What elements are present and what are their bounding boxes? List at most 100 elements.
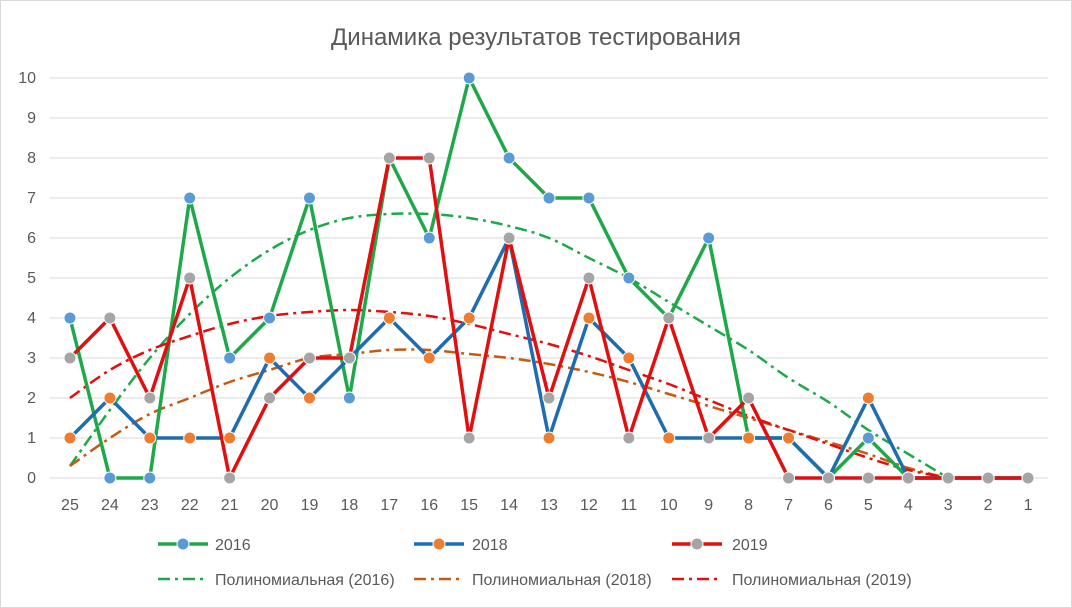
trendline-0 <box>68 212 949 480</box>
data-point <box>662 311 676 325</box>
x-tick-label: 3 <box>944 497 953 514</box>
x-tick-label: 1 <box>1024 497 1033 514</box>
y-tick-label: 7 <box>27 190 36 207</box>
x-tick-label: 17 <box>380 497 398 514</box>
x-tick-label: 24 <box>101 497 119 514</box>
y-tick-label: 1 <box>27 430 36 447</box>
data-point <box>742 431 756 445</box>
data-point <box>462 431 476 445</box>
x-axis-ticks: 25 24 23 22 21 20 19 18 17 16 15 14 13 12 11 10 9 8 7 6 5 4 3 2… <box>61 497 1033 514</box>
data-point <box>302 391 316 405</box>
data-point <box>63 311 77 325</box>
data-point <box>782 431 796 445</box>
data-point <box>622 271 636 285</box>
data-point <box>103 311 117 325</box>
data-point <box>861 431 875 445</box>
data-point <box>1021 471 1035 485</box>
data-point <box>462 311 476 325</box>
data-point <box>782 471 796 485</box>
data-point <box>223 431 237 445</box>
y-tick-label: 4 <box>27 310 36 327</box>
x-tick-label: 12 <box>580 497 598 514</box>
x-tick-label: 25 <box>61 497 79 514</box>
legend-label: 2018 <box>472 537 508 554</box>
trendlines <box>68 212 949 480</box>
data-point <box>143 431 157 445</box>
x-tick-label: 4 <box>904 497 913 514</box>
x-tick-label: 22 <box>181 497 199 514</box>
legend-marker-2018 <box>432 537 446 551</box>
data-point <box>302 191 316 205</box>
data-point <box>582 311 596 325</box>
data-point <box>302 351 316 365</box>
data-point <box>103 471 117 485</box>
x-tick-label: 20 <box>261 497 279 514</box>
data-point <box>901 471 915 485</box>
legend-label: 2016 <box>215 537 251 554</box>
data-point <box>263 311 277 325</box>
data-point <box>183 431 197 445</box>
trendline-2 <box>69 308 949 480</box>
legend-label: Полиномиальная (2018) <box>472 572 652 589</box>
x-tick-label: 16 <box>420 497 438 514</box>
data-point <box>342 351 356 365</box>
data-point <box>662 431 676 445</box>
data-point <box>582 271 596 285</box>
data-point <box>342 391 356 405</box>
data-point <box>143 471 157 485</box>
x-tick-label: 19 <box>301 497 319 514</box>
data-point <box>183 271 197 285</box>
data-point <box>582 191 596 205</box>
data-point <box>422 151 436 165</box>
trendline-1 <box>69 348 949 480</box>
x-tick-label: 11 <box>621 497 638 514</box>
data-point <box>502 151 516 165</box>
data-point <box>542 391 556 405</box>
data-point <box>223 351 237 365</box>
legend-marker-2016 <box>176 537 190 551</box>
y-tick-label: 9 <box>27 110 36 127</box>
data-point <box>223 471 237 485</box>
data-point <box>861 471 875 485</box>
x-tick-label: 9 <box>704 497 713 514</box>
data-point <box>622 351 636 365</box>
data-point <box>861 391 875 405</box>
data-point <box>422 231 436 245</box>
legend-label: Полиномиальная (2016) <box>215 572 395 589</box>
data-point <box>462 71 476 85</box>
data-point <box>263 351 277 365</box>
x-tick-label: 18 <box>341 497 359 514</box>
x-tick-label: 13 <box>540 497 558 514</box>
y-tick-label: 6 <box>27 230 36 247</box>
legend: 2016 2018 2019 Полиномиальная (2016) Полином… <box>158 537 912 589</box>
data-point <box>502 231 516 245</box>
data-point <box>143 391 157 405</box>
data-point <box>941 471 955 485</box>
data-point <box>263 391 277 405</box>
x-tick-label: 5 <box>864 497 873 514</box>
data-point <box>821 471 835 485</box>
data-series <box>63 71 1035 485</box>
x-tick-label: 8 <box>744 497 753 514</box>
y-tick-label: 10 <box>18 70 36 87</box>
chart-title: Динамика результатов тестирования <box>331 24 741 51</box>
x-tick-label: 23 <box>141 497 159 514</box>
y-tick-label: 2 <box>27 390 36 407</box>
data-point <box>622 431 636 445</box>
data-point <box>981 471 995 485</box>
x-tick-label: 14 <box>500 497 518 514</box>
data-point <box>542 191 556 205</box>
legend-marker-2019 <box>690 537 704 551</box>
x-tick-label: 15 <box>460 497 478 514</box>
y-axis-ticks: 0 1 2 3 4 5 6 7 8 9 10 <box>18 70 36 487</box>
data-point <box>63 431 77 445</box>
data-point <box>382 311 396 325</box>
data-point <box>183 191 197 205</box>
data-point <box>382 151 396 165</box>
grid-lines <box>50 77 1048 479</box>
data-point <box>542 431 556 445</box>
y-tick-label: 8 <box>27 150 36 167</box>
legend-label: Полиномиальная (2019) <box>732 572 912 589</box>
